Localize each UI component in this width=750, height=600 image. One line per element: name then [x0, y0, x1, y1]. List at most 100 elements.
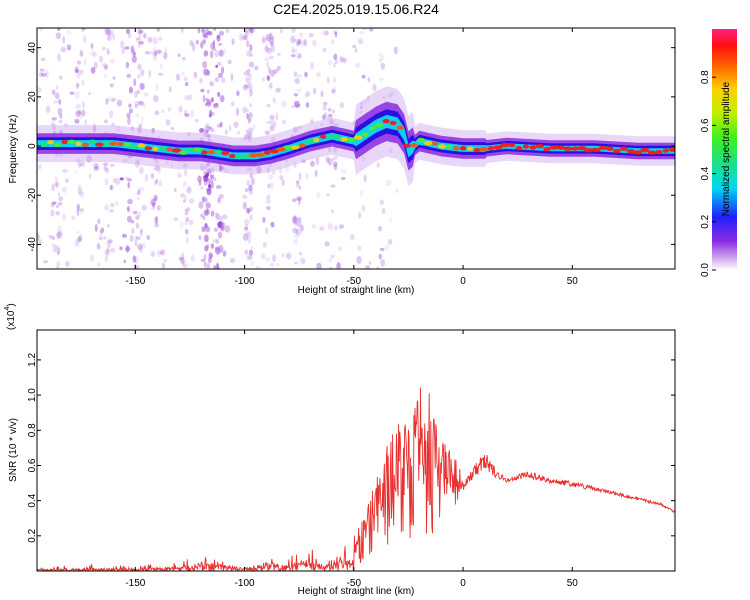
- spectrogram-noise-point: [378, 253, 382, 260]
- spectrogram-noise-point: [147, 36, 153, 43]
- spectrogram-noise-point: [250, 260, 255, 267]
- spectrogram-noise-point: [136, 89, 141, 95]
- spectrogram-noise-point: [81, 28, 85, 32]
- spectrogram-noise-point: [126, 206, 130, 213]
- spectrogram-noise-point: [222, 214, 228, 220]
- spectrogram-noise-point: [228, 124, 232, 132]
- spectrogram-noise-point: [150, 198, 156, 207]
- spectrogram-hotspot: [304, 139, 315, 144]
- spectrogram-noise-point: [163, 51, 168, 60]
- spectrogram-noise-point: [119, 246, 123, 251]
- spectrogram-hotspot: [236, 154, 243, 160]
- spectrogram-noise-point: [150, 173, 155, 179]
- spectrogram-noise-point: [267, 183, 271, 189]
- spectrogram-noise-point: [246, 236, 252, 242]
- spectrogram-noise-point: [106, 49, 110, 55]
- spectrogram-noise-point: [395, 188, 400, 193]
- spectrogram-noise-point: [269, 118, 275, 127]
- spectrogram-noise-point: [268, 82, 273, 89]
- spectrogram-noise-point: [246, 68, 251, 74]
- spectrogram-noise-point: [105, 98, 109, 106]
- spectrogram-noise-point: [168, 86, 172, 93]
- spectrogram-noise-point: [219, 94, 225, 103]
- spectrogram-noise-point: [55, 266, 60, 269]
- spectrogram-noise-point: [52, 201, 57, 205]
- spectrogram-noise-point: [156, 28, 161, 32]
- spectrogram-noise-point: [153, 51, 158, 57]
- spectrogram-noise-point: [50, 121, 55, 126]
- spectrogram-noise-point: [209, 42, 215, 50]
- spectrogram-hotspot: [459, 146, 467, 151]
- spectrogram-noise-point: [130, 48, 136, 56]
- spectrogram-hotspot: [515, 146, 523, 151]
- spectrogram-noise-point: [181, 71, 185, 76]
- spectrogram-noise-point: [138, 211, 141, 218]
- spectrogram-noise-point: [246, 39, 249, 48]
- spectrogram-noise-point: [379, 247, 385, 251]
- spectrogram-noise-point: [332, 62, 336, 68]
- spectrogram-noise-point: [333, 163, 338, 171]
- spectrogram-noise-point: [202, 39, 207, 46]
- spectrogram-noise-point: [244, 249, 249, 255]
- spectrogram-noise-point: [246, 112, 249, 120]
- spectrogram-noise-point: [322, 47, 327, 53]
- spectrogram-noise-point: [100, 227, 105, 234]
- spectrogram-noise-point: [134, 113, 140, 118]
- spectrogram-y-tick-label: -40: [27, 237, 38, 252]
- spectrogram-noise-point: [243, 71, 249, 76]
- snr-y-axis: 0.2 0.4 0.6 0.8 1.0 1.2: [27, 353, 675, 543]
- spectrogram-noise-point: [137, 42, 141, 49]
- spectrogram-noise-point: [81, 109, 86, 117]
- spectrogram-noise-point: [244, 30, 249, 37]
- spectrogram-noise-point: [137, 243, 143, 250]
- spectrogram-noise-point: [136, 190, 141, 196]
- spectrogram-noise-point: [316, 72, 321, 78]
- spectrogram-noise-point: [198, 201, 204, 209]
- spectrogram-hotspot: [563, 146, 573, 151]
- spectrogram-hotspot: [67, 139, 76, 144]
- spectrogram-noise-point: [200, 41, 204, 49]
- spectrogram-noise-point: [218, 72, 223, 79]
- spectrogram-noise-point: [328, 266, 334, 269]
- spectrogram-noise-point: [277, 52, 281, 56]
- spectrogram-noise-point: [222, 250, 227, 257]
- spectrogram-noise-point: [296, 88, 302, 92]
- spectrogram-noise-point: [181, 252, 185, 260]
- spectrogram-hotspot: [410, 143, 418, 148]
- spectrogram-noise-point: [109, 184, 113, 190]
- spectrogram-noise-point: [266, 47, 272, 55]
- spectrogram-noise-point: [216, 213, 221, 221]
- spectrogram-noise-point: [202, 215, 206, 221]
- spectrogram-hotspot: [255, 152, 265, 157]
- spectrogram-noise-point: [128, 103, 132, 108]
- spectrogram-noise-point: [57, 225, 62, 233]
- spectrogram-noise-point: [245, 132, 250, 139]
- spectrogram-noise-point: [244, 218, 250, 226]
- spectrogram-noise-point: [181, 56, 186, 61]
- spectrogram-noise-point: [51, 117, 57, 121]
- spectrogram-x-tick-label: -100: [235, 276, 255, 287]
- spectrogram-noise-point: [126, 73, 132, 79]
- spectrogram-noise-point: [190, 109, 194, 118]
- spectrogram-noise-point: [272, 100, 277, 104]
- spectrogram-noise-point: [312, 39, 317, 47]
- spectrogram-noise-point: [248, 117, 252, 123]
- spectrogram-noise-point: [330, 89, 336, 94]
- spectrogram-hotspot: [241, 153, 252, 159]
- spectrogram-hotspot: [493, 145, 503, 150]
- spectrogram-noise-point: [80, 161, 86, 167]
- spectrogram-noise-point: [127, 117, 131, 126]
- spectrogram-noise-point: [40, 72, 47, 77]
- spectrogram-noise-point: [254, 65, 259, 71]
- spectrogram-noise-point: [246, 50, 252, 58]
- spectrogram-noise-point: [127, 181, 130, 189]
- spectrogram-noise-point: [262, 37, 267, 43]
- spectrogram-noise-point: [158, 251, 163, 255]
- spectrogram-noise-point: [281, 179, 285, 186]
- spectrogram-noise-point: [217, 61, 222, 67]
- spectrogram-noise-point: [103, 204, 110, 211]
- spectrogram-noise-point: [78, 184, 81, 188]
- spectrogram-noise-point: [206, 101, 211, 105]
- spectrogram-noise-point: [326, 193, 330, 197]
- spectrogram-y-axis: -40 -20 0 20 40: [27, 42, 675, 252]
